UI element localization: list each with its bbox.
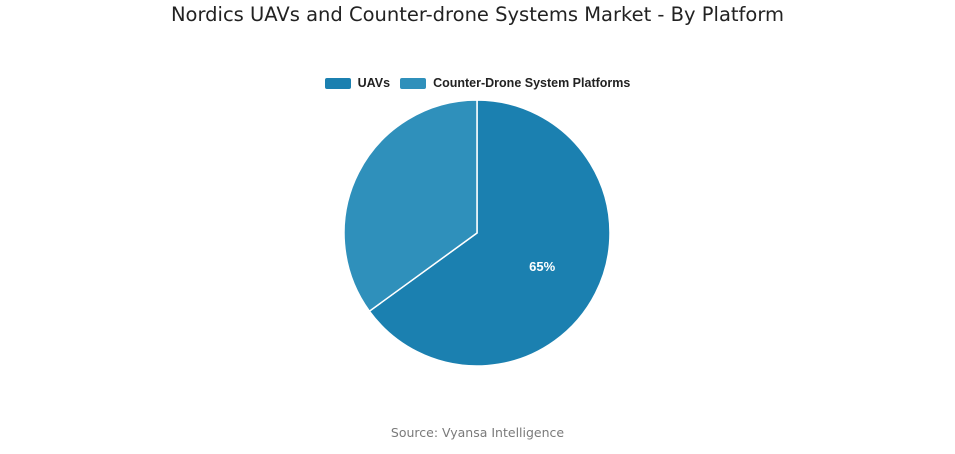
pie-slice-0[interactable] — [368, 99, 611, 367]
pie-label-0: 65% — [529, 259, 555, 274]
legend-swatch-counter-drone — [400, 77, 427, 89]
legend-label-uavs: UAVs — [357, 76, 391, 90]
chart-title: Nordics UAVs and Counter-drone Systems M… — [170, 3, 785, 26]
legend-swatch-uavs — [324, 77, 351, 89]
legend-item-counter-drone[interactable]: Counter-Drone System Platforms — [400, 76, 630, 90]
legend-item-uavs[interactable]: UAVs — [324, 76, 391, 90]
chart-legend: UAVs Counter-Drone System Platforms — [0, 76, 955, 90]
pie-slice-1[interactable] — [343, 99, 478, 313]
legend-label-counter-drone: Counter-Drone System Platforms — [433, 76, 631, 90]
source-note: Source: Vyansa Intelligence — [390, 425, 565, 440]
